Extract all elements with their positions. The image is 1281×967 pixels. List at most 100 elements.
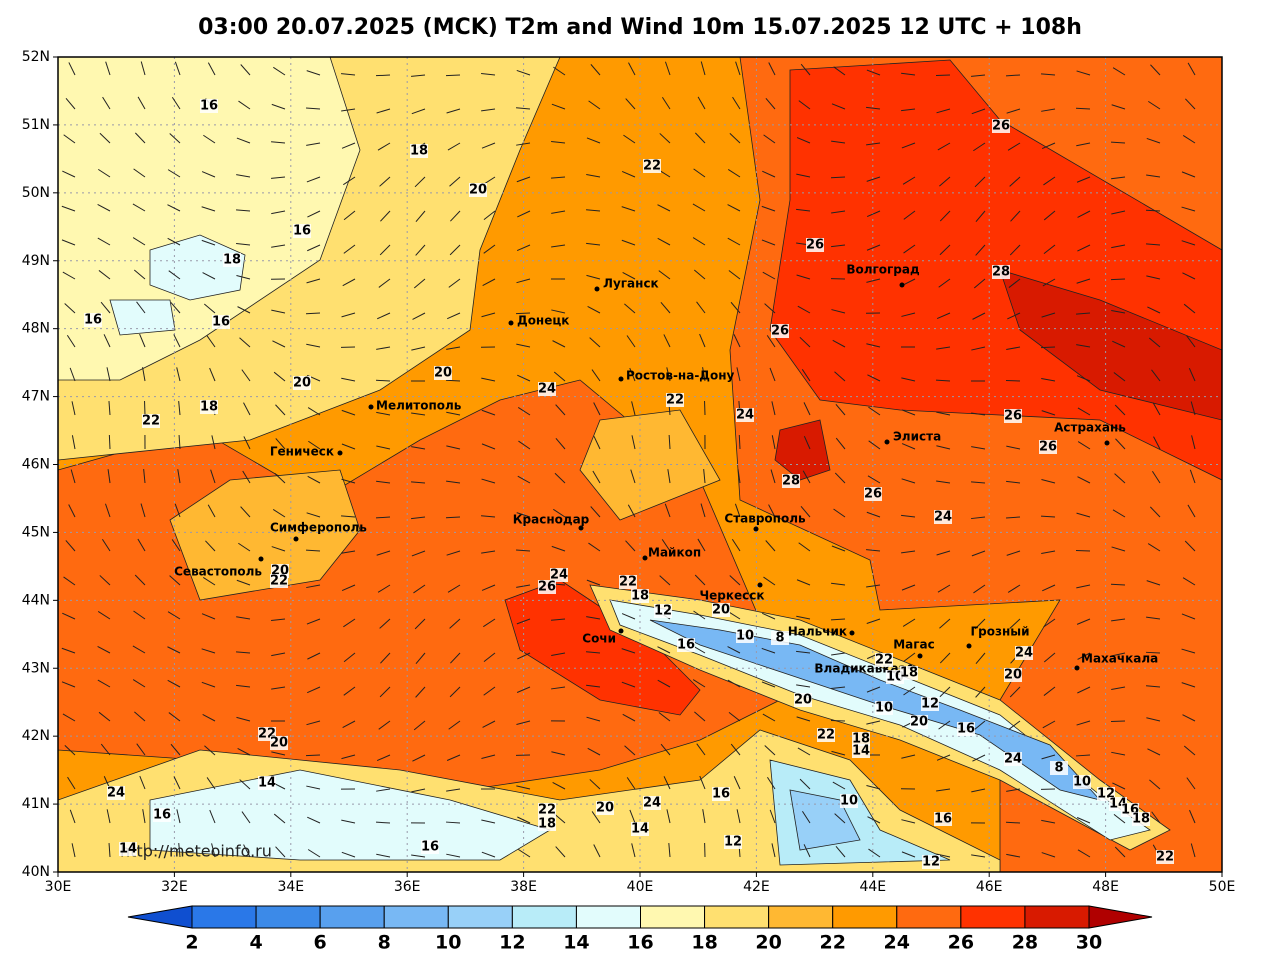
lon-label: 38E [510, 879, 537, 895]
contour-label: 14 [631, 822, 649, 837]
colorbar-bin [897, 906, 961, 928]
colorbar-label: 4 [249, 932, 262, 954]
contour-label: 18 [410, 144, 428, 159]
contour-label: 12 [724, 835, 742, 850]
contour-label: 16 [200, 99, 218, 114]
contour-label: 22 [270, 574, 288, 589]
wind-barb [831, 720, 845, 721]
lat-label: 41N [22, 796, 50, 812]
contour-label: 22 [875, 653, 893, 668]
watermark: http://meteoinfo.ru [120, 842, 272, 861]
lon-label: 36E [394, 879, 421, 895]
contour-label: 18 [200, 400, 218, 415]
colorbar-label: 2 [185, 932, 198, 954]
wind-barb [1006, 380, 1020, 381]
city-dot [967, 644, 972, 649]
colorbar-bin [448, 906, 512, 928]
lat-label: 51N [22, 117, 50, 133]
city-label: Нальчик [788, 625, 847, 639]
colorbar-label: 30 [1076, 932, 1102, 954]
colorbar-label: 18 [691, 932, 717, 954]
colorbar-bin [705, 906, 769, 928]
lon-label: 50E [1209, 879, 1236, 895]
contour-label: 22 [666, 393, 684, 408]
contour-label: 18 [223, 253, 241, 268]
contour-label: 20 [712, 603, 730, 618]
lon-label: 32E [161, 879, 188, 895]
city-dot [338, 451, 343, 456]
contour-label: 18 [1132, 812, 1150, 827]
lat-label: 50N [22, 185, 50, 201]
city-label: Краснодар [513, 513, 590, 527]
colorbar-bin [512, 906, 576, 928]
lat-label: 52N [22, 49, 50, 65]
city-dot [619, 629, 624, 634]
lon-label: 48E [1092, 879, 1119, 895]
lat-label: 49N [22, 253, 50, 269]
colorbar-label: 24 [884, 932, 910, 954]
lat-label: 47N [22, 389, 50, 405]
lat-label: 40N [22, 864, 50, 880]
lat-label: 45N [22, 524, 50, 540]
region [110, 300, 175, 335]
lat-label: 42N [22, 728, 50, 744]
city-dot [885, 440, 890, 445]
contour-label: 16 [712, 787, 730, 802]
city-dot [595, 287, 600, 292]
contour-label: 26 [1004, 409, 1022, 424]
city-label: Луганск [603, 277, 659, 291]
city-dot [509, 321, 514, 326]
lat-label: 44N [22, 592, 50, 608]
city-label: Махачкала [1081, 652, 1158, 666]
city-label: Ставрополь [724, 512, 806, 526]
contour-label: 26 [538, 580, 556, 595]
contour-label: 18 [538, 817, 556, 832]
city-label: Ростов-на-Дону [626, 369, 735, 383]
colorbar-bin [384, 906, 448, 928]
wind-barb [1041, 347, 1055, 348]
city-dot [918, 654, 923, 659]
contour-label: 22 [538, 803, 556, 818]
contour-label: 26 [1039, 440, 1057, 455]
colorbar-label: 16 [627, 932, 653, 954]
city-label: Сочи [582, 632, 616, 646]
contour-label: 14 [852, 744, 870, 759]
wind-barb [1111, 279, 1125, 280]
contour-label: 24 [934, 510, 952, 525]
lon-label: 46E [976, 879, 1003, 895]
colorbar-label: 22 [819, 932, 845, 954]
wind-barb [1076, 108, 1090, 109]
contour-label: 10 [875, 701, 893, 716]
contour-label: 24 [736, 408, 754, 423]
city-label: Донецк [517, 314, 569, 328]
colorbar-bin [320, 906, 384, 928]
wind-barb [446, 75, 460, 76]
title: 03:00 20.07.2025 (MCK) T2m and Wind 10m … [198, 15, 1082, 40]
city-dot [294, 537, 299, 542]
contour-label: 12 [922, 855, 940, 870]
contour-label: 12 [921, 697, 939, 712]
contour-label: 26 [806, 238, 824, 253]
city-label: Астрахань [1054, 421, 1126, 435]
city-label: Грозный [970, 625, 1029, 639]
city-label: Геническ [270, 445, 334, 459]
contour-label: 28 [992, 265, 1010, 280]
colorbar-label: 14 [563, 932, 589, 954]
contour-label: 24 [1015, 646, 1033, 661]
contour-label: 16 [934, 812, 952, 827]
contour-label: 16 [84, 313, 102, 328]
contour-label: 16 [957, 722, 975, 737]
city-dot [754, 527, 759, 532]
city-dot [259, 557, 264, 562]
contour-label: 22 [142, 414, 160, 429]
contour-label: 26 [864, 487, 882, 502]
city-dot [1075, 666, 1080, 671]
contour-label: 22 [619, 575, 637, 590]
wind-barb [1146, 210, 1160, 211]
city-label: Майкоп [648, 546, 701, 560]
contour-label: 10 [736, 629, 754, 644]
contour-label: 20 [293, 376, 311, 391]
colorbar-bin [833, 906, 897, 928]
wind-barb [109, 435, 110, 449]
contour-label: 20 [910, 715, 928, 730]
